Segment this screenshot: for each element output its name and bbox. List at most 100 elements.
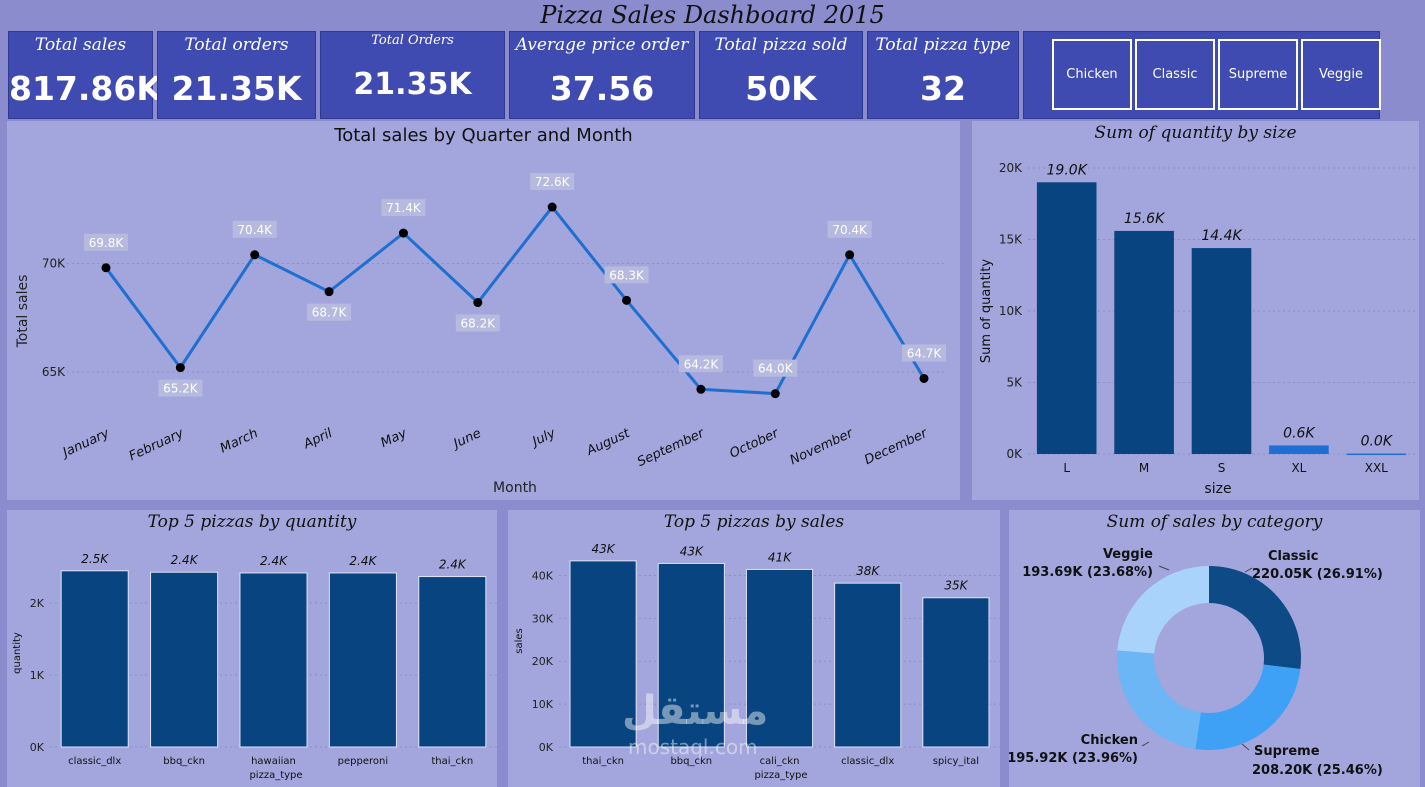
data-point (250, 250, 260, 260)
bar (328, 572, 397, 748)
quantity-bar-chart: 0K 1K 2K 2.5K classic_dlx 2.4K bbq_ckn 2.4K hawa… (12, 552, 497, 781)
x-tick-label: June (449, 426, 484, 453)
data-label: 70.4K (832, 223, 868, 237)
x-tick-label: February (127, 426, 186, 464)
leader-line (1244, 567, 1253, 573)
x-tick-label: classic_dlx (841, 756, 894, 767)
data-label-bg (455, 314, 500, 332)
data-label: 14.4K (1201, 228, 1243, 244)
x-tick-label: classic_dlx (68, 756, 121, 767)
panel-top5-sales: Top 5 pizzas by sales 0K 10K 20K 30K 40K 43K t… (508, 510, 1000, 787)
x-tick-label: spicy_ital (933, 756, 979, 767)
data-label: 0.0K (1361, 434, 1394, 450)
data-point (473, 298, 483, 308)
value-label: 193.69K (23.68%) (1022, 565, 1153, 580)
y-tick-label: 30K (532, 612, 554, 625)
y-tick-label: 15K (999, 233, 1023, 247)
chart-title: Sum of sales by category (1106, 512, 1323, 532)
panel-quantity-by-size: Sum of quantity by size 0K 5K 10K 15K 20K 19.… (972, 121, 1419, 500)
donut-slice (1195, 664, 1301, 750)
data-label-bg (84, 233, 128, 251)
bar (60, 570, 129, 748)
x-axis-title: pizza_type (249, 770, 302, 781)
donut-slice (1117, 650, 1201, 749)
bar (657, 562, 725, 748)
y-axis-title: quantity (12, 632, 23, 674)
x-tick-label: November (788, 425, 857, 468)
donut-slice (1117, 566, 1209, 654)
data-label: 41K (768, 550, 792, 564)
data-label: 2.4K (171, 553, 199, 567)
data-label: 43K (592, 542, 616, 556)
value-label: 208.20K (25.46%) (1252, 763, 1383, 778)
data-label-bg (678, 355, 723, 373)
data-label: 2.4K (260, 554, 288, 568)
x-axis-title: pizza_type (754, 770, 807, 781)
data-label-bg (232, 220, 277, 238)
x-axis-title: size (1204, 481, 1231, 497)
leader-line (1241, 743, 1250, 751)
panel-sales-by-category: Sum of sales by category Classic 220.05K … (1009, 510, 1420, 787)
x-tick-label: April (301, 426, 336, 453)
x-tick-label: S (1218, 461, 1226, 475)
data-label: 72.6K (535, 175, 571, 189)
kpi-value: 32 (920, 69, 966, 108)
data-label: 38K (856, 564, 880, 578)
leader-line (1158, 565, 1170, 571)
x-tick-label: hawaiian (251, 756, 296, 767)
line-chart: 65K 70K 69.8K January 65.2K February 70.4K Marc… (15, 173, 947, 496)
x-tick-label: pepperoni (338, 756, 388, 767)
data-label: 68.2K (461, 317, 497, 331)
slicer-button-classic[interactable]: Classic (1135, 39, 1215, 110)
chart-title: Sum of quantity by size (1094, 123, 1297, 143)
bar (239, 572, 308, 748)
x-tick-label: August (584, 426, 633, 460)
kpi-value: 21.35K (353, 67, 472, 102)
data-label: 71.4K (386, 201, 422, 215)
slicer-button-chicken[interactable]: Chicken (1052, 39, 1132, 110)
x-tick-label: thai_ckn (431, 756, 473, 767)
data-label-bg (604, 266, 649, 284)
data-label-bg (827, 220, 872, 238)
kpi-label: Average price order (515, 35, 689, 55)
y-tick-label: 10K (999, 304, 1023, 318)
data-label: 2.4K (439, 558, 467, 572)
category-label: Chicken (1081, 733, 1138, 748)
data-point (398, 228, 408, 238)
slicer-button-veggie[interactable]: Veggie (1301, 39, 1381, 110)
y-tick-label: 20K (999, 161, 1023, 175)
data-label: 35K (944, 579, 968, 593)
data-label-bg (753, 359, 798, 377)
data-point (547, 202, 557, 212)
x-tick-label: XXL (1365, 461, 1388, 475)
kpi-label: Total Orders (371, 33, 454, 48)
sales-bar-chart: 0K 10K 20K 30K 40K 43K thai_ckn 43K bbq_ckn 41K ca… (514, 542, 1000, 781)
data-point (696, 384, 706, 394)
category-donut-chart: Classic 220.05K (26.91%) Supreme 208.20K (2… (1009, 547, 1383, 778)
data-label-bg (158, 379, 203, 397)
data-point (101, 263, 111, 273)
panel-top5-quantity: Top 5 pizzas by quantity 0K 1K 2K 2.5K class… (7, 510, 497, 787)
data-label: 64.2K (684, 357, 720, 371)
data-label: 43K (680, 544, 704, 558)
x-tick-label: January (58, 426, 112, 462)
donut-slice (1209, 566, 1301, 669)
bar (1114, 230, 1174, 454)
y-axis-title: Total sales (15, 275, 31, 349)
x-tick-label: M (1139, 461, 1149, 475)
data-label: 65.2K (163, 382, 199, 396)
leader-line (1141, 741, 1150, 747)
y-tick-label: 65K (42, 365, 66, 379)
x-tick-label: thai_ckn (582, 756, 624, 767)
value-label: 220.05K (26.91%) (1252, 567, 1383, 582)
bar (834, 582, 902, 748)
slicer-button-supreme[interactable]: Supreme (1218, 39, 1298, 110)
data-point (622, 295, 632, 305)
bar (1036, 182, 1097, 455)
x-tick-label: March (218, 426, 261, 456)
kpi-total-orders-2: Total Orders 21.35K (320, 31, 505, 119)
data-label: 0.6K (1283, 425, 1316, 441)
y-axis-title: Sum of quantity (979, 259, 994, 363)
data-point (919, 373, 929, 383)
data-label-bg (530, 173, 575, 191)
